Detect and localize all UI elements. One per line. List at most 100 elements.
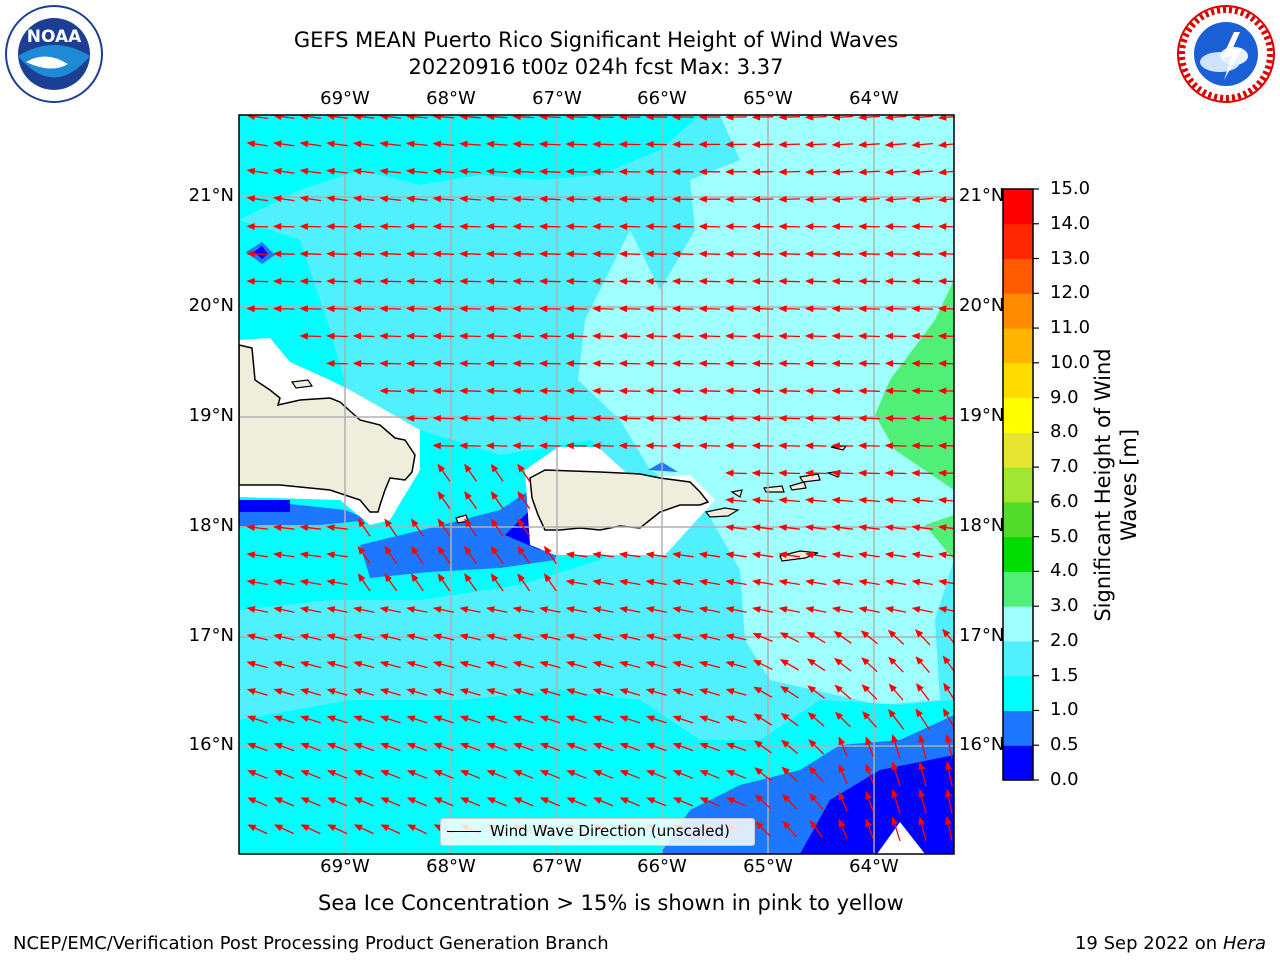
wave-direction-arrow	[565, 688, 587, 696]
wave-direction-arrow	[517, 573, 531, 592]
svg-text:NOAA: NOAA	[27, 27, 82, 47]
wave-direction-arrow	[352, 277, 375, 285]
wave-direction-arrow	[915, 656, 930, 674]
wave-direction-arrow	[937, 250, 954, 258]
wave-direction-arrow	[645, 578, 667, 586]
wave-direction-arrow	[485, 195, 508, 203]
wave-direction-arrow	[645, 633, 667, 641]
wave-direction-arrow	[831, 305, 854, 313]
wave-direction-arrow	[805, 524, 827, 532]
colorbar-segment	[1003, 189, 1033, 225]
colorbar-segment	[1003, 328, 1033, 364]
wave-direction-arrow	[246, 195, 268, 203]
wave-direction-arrow	[486, 660, 508, 669]
wave-direction-arrow	[672, 660, 694, 669]
wave-direction-arrow	[513, 770, 534, 779]
wave-direction-arrow	[804, 360, 827, 367]
wave-direction-arrow	[247, 770, 268, 779]
wave-direction-arrow	[326, 770, 348, 779]
wave-direction-arrow	[592, 140, 614, 148]
wave-direction-arrow	[804, 414, 827, 422]
wave-direction-arrow	[725, 223, 747, 230]
wave-direction-arrow	[884, 141, 907, 149]
wave-direction-arrow	[384, 573, 398, 592]
wave-direction-arrow	[539, 688, 561, 696]
wave-direction-arrow	[751, 414, 774, 422]
island-st-john	[789, 481, 807, 491]
wave-direction-arrow	[804, 469, 827, 477]
wave-direction-arrow	[937, 332, 954, 340]
wave-direction-arrow	[410, 545, 424, 564]
wave-direction-arrow	[565, 387, 588, 395]
wave-direction-arrow	[888, 683, 904, 701]
land-hispaniola	[239, 344, 416, 513]
wave-direction-arrow	[619, 742, 641, 752]
wave-direction-arrow	[247, 797, 268, 807]
wave-direction-arrow	[911, 305, 934, 313]
wave-direction-arrow	[699, 742, 720, 752]
lat-tick-left: 18°N	[188, 515, 234, 536]
wave-direction-arrow	[300, 742, 321, 752]
wave-direction-arrow	[566, 770, 587, 779]
wave-direction-arrow	[884, 442, 907, 450]
colorbar-segment	[1003, 432, 1033, 468]
wave-direction-arrow	[725, 551, 747, 559]
wave-direction-arrow	[698, 387, 721, 395]
wave-direction-arrow	[406, 688, 428, 696]
wave-direction-arrow	[911, 332, 934, 340]
wave-direction-arrow	[918, 788, 927, 814]
wave-direction-arrow	[751, 195, 774, 203]
footer-machine: Hera	[1222, 933, 1266, 954]
wave-direction-arrow	[618, 168, 641, 176]
colorbar-tick-label: 0.0	[1050, 769, 1079, 790]
colorbar-segment	[1003, 397, 1033, 433]
wave-direction-arrow	[781, 739, 799, 755]
colorbar-tick-label: 5.0	[1050, 525, 1079, 547]
wave-direction-arrow	[517, 491, 531, 510]
wave-direction-arrow	[645, 442, 668, 450]
wave-direction-arrow	[565, 305, 588, 313]
wave-direction-arrow	[410, 573, 424, 592]
wave-direction-arrow	[592, 688, 614, 696]
wave-direction-arrow	[725, 660, 747, 669]
wave-direction-arrow	[379, 715, 401, 724]
wave-direction-arrow	[671, 223, 694, 230]
wave-direction-arrow	[272, 305, 295, 313]
wave-direction-arrow	[911, 442, 934, 450]
wave-direction-arrow	[698, 442, 721, 450]
colorbar-segment	[1003, 606, 1033, 642]
wave-direction-arrow	[698, 223, 721, 230]
wave-direction-arrow	[592, 715, 614, 724]
wave-direction-arrow	[273, 633, 295, 641]
wave-direction-arrow	[299, 223, 322, 230]
lat-tick-right: 16°N	[959, 734, 1005, 755]
wave-direction-arrow	[619, 770, 640, 779]
land-puerto-rico	[529, 469, 710, 531]
wave-direction-arrow	[751, 115, 774, 121]
wave-direction-arrow	[945, 788, 953, 814]
wave-direction-arrow	[645, 551, 667, 559]
wave-direction-arrow	[246, 688, 268, 696]
wave-direction-arrow	[405, 305, 428, 313]
wave-direction-arrow	[538, 387, 561, 395]
wave-direction-arrow	[618, 387, 641, 395]
colorbar-title-line2: Waves [m]	[1117, 428, 1141, 542]
island-culebra	[730, 489, 743, 498]
wave-direction-arrow	[357, 573, 371, 592]
colorbar-tick-label: 1.5	[1050, 664, 1079, 686]
wave-direction-arrow	[833, 630, 852, 644]
wave-direction-arrow	[299, 524, 322, 532]
wave-direction-arrow	[432, 277, 455, 285]
wave-direction-arrow	[432, 332, 455, 340]
wave-direction-arrow	[379, 115, 401, 121]
lat-tick-right: 20°N	[959, 295, 1005, 316]
colorbar-segment	[1003, 675, 1033, 711]
wave-direction-arrow	[460, 797, 481, 807]
map-legend: Wind Wave Direction (unscaled)	[440, 818, 755, 846]
wave-direction-arrow	[459, 660, 481, 669]
wave-direction-arrow	[725, 524, 747, 532]
wave-direction-arrow	[512, 223, 535, 230]
wave-direction-arrow	[538, 250, 561, 258]
wave-direction-arrow	[246, 250, 269, 258]
wave-direction-arrow	[755, 821, 771, 837]
